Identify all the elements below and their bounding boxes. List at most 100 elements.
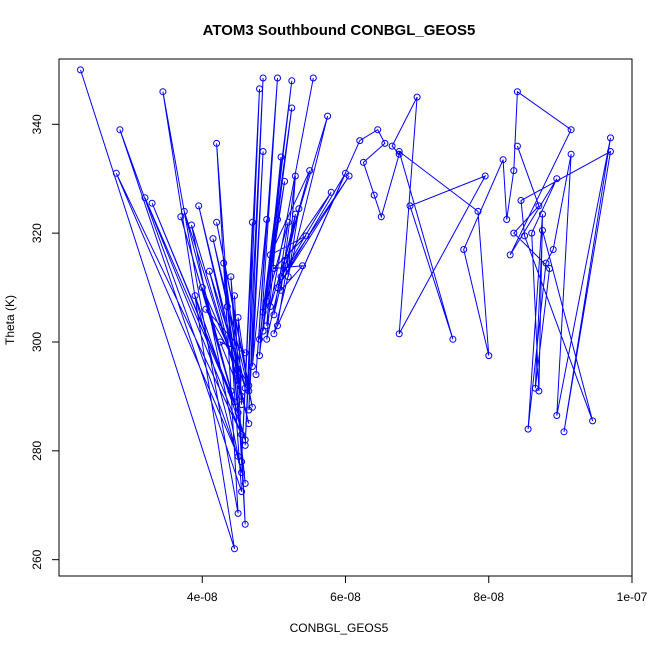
data-point [291, 210, 299, 218]
data-point [528, 229, 536, 237]
data-point [607, 148, 614, 155]
data-point [266, 303, 274, 311]
data-point [270, 311, 278, 319]
data-point [198, 284, 206, 292]
data-point [356, 137, 364, 145]
data-point [263, 322, 271, 330]
data-point [245, 406, 253, 414]
data-point [381, 139, 389, 147]
data-point [112, 169, 120, 177]
x-axis: 4e-08 6e-08 8e-08 1e-07 [187, 575, 648, 604]
data-point [277, 153, 285, 161]
data-point [281, 256, 289, 264]
data-point [227, 387, 235, 395]
data-point [324, 112, 332, 120]
y-tick-label: 260 [30, 549, 44, 569]
data-point [539, 226, 546, 234]
data-point [213, 218, 221, 226]
data-point [531, 384, 539, 392]
data-point [309, 74, 317, 82]
data-point [553, 412, 561, 419]
data-point [238, 469, 246, 477]
x-tick-label: 6e-08 [330, 590, 361, 604]
data-point [234, 376, 242, 384]
data-point [327, 188, 335, 196]
data-point [413, 93, 421, 101]
data-point [188, 221, 195, 229]
data-point [234, 373, 242, 381]
data-point [259, 308, 267, 316]
data-point [517, 197, 525, 204]
data-point [510, 167, 518, 175]
data-point [388, 142, 396, 150]
data-point [241, 480, 249, 487]
data-point [513, 88, 521, 96]
data-point [256, 335, 263, 343]
chart-title: ATOM3 Southbound CONBGL_GEOS5 [203, 22, 476, 39]
data-point [506, 251, 514, 259]
data-point [141, 194, 149, 202]
data-point [567, 150, 575, 158]
data-point [513, 142, 521, 150]
series-line [80, 69, 612, 549]
data-point [377, 213, 385, 221]
series-layer [77, 66, 614, 553]
data-point [159, 88, 167, 96]
data-point [191, 292, 199, 300]
data-point [345, 172, 353, 180]
data-point [485, 352, 493, 360]
data-point [306, 167, 314, 175]
data-point [481, 172, 489, 180]
data-point [231, 545, 238, 553]
data-point [238, 488, 246, 496]
x-tick-label: 1e-07 [617, 590, 648, 604]
data-point [227, 273, 235, 281]
x-axis-label: CONBGL_GEOS5 [290, 621, 389, 635]
data-point [374, 126, 382, 134]
data-point [449, 335, 457, 343]
data-point [395, 148, 403, 155]
data-point [205, 267, 213, 275]
data-point [248, 363, 256, 370]
data-point [291, 172, 299, 180]
data-point [180, 207, 188, 215]
data-point [549, 246, 557, 253]
y-axis-label: Theta (K) [3, 295, 17, 345]
data-point [521, 232, 529, 240]
data-point [238, 458, 246, 466]
y-tick-label: 280 [30, 440, 44, 460]
data-point [256, 85, 263, 93]
data-point [299, 262, 306, 270]
data-point [567, 126, 575, 134]
data-point [248, 218, 256, 226]
data-point [406, 202, 414, 210]
data-point [553, 175, 561, 183]
x-tick-label: 4e-08 [187, 590, 218, 604]
data-point [277, 273, 285, 281]
data-point [474, 207, 482, 215]
data-point [223, 303, 231, 311]
data-point [116, 126, 124, 134]
data-point [177, 213, 185, 221]
data-point [370, 191, 378, 199]
data-point [252, 371, 260, 379]
data-point [266, 251, 274, 259]
data-point [274, 216, 281, 223]
data-point [263, 335, 271, 343]
y-tick-label: 340 [30, 114, 44, 134]
data-point [209, 235, 217, 243]
data-point [77, 66, 84, 74]
data-point [238, 392, 246, 400]
data-point [263, 297, 271, 305]
data-point [234, 409, 242, 417]
data-point [295, 205, 303, 213]
data-point [274, 74, 281, 82]
data-point [524, 425, 532, 433]
data-point [238, 431, 246, 438]
data-point [234, 314, 242, 321]
data-point [259, 74, 267, 82]
data-point [607, 134, 614, 142]
data-point [542, 259, 550, 267]
x-tick-label: 8e-08 [473, 590, 504, 604]
